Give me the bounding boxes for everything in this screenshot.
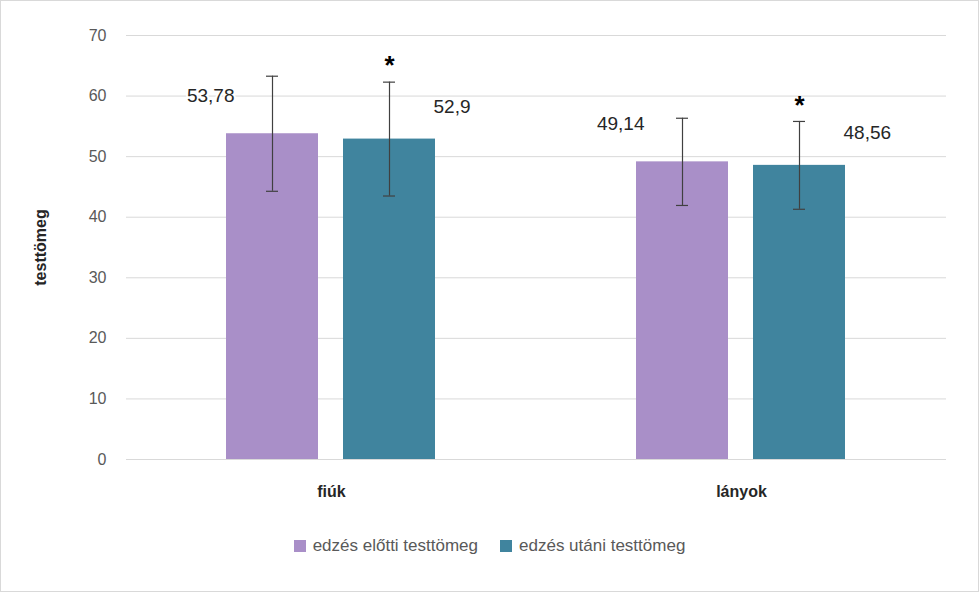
svg-text:40: 40 xyxy=(89,208,107,225)
html-text:edzés utáni testtömeg: edzés utáni testtömeg xyxy=(519,536,686,555)
svg-text:70: 70 xyxy=(89,27,107,44)
svg-text:52,9: 52,9 xyxy=(434,96,471,117)
svg-text:*: * xyxy=(384,50,395,80)
svg-text:30: 30 xyxy=(89,269,107,286)
svg-text:20: 20 xyxy=(89,329,107,346)
svg-text:lányok: lányok xyxy=(716,483,767,500)
svg-text:60: 60 xyxy=(89,87,107,104)
svg-text:testtömeg: testtömeg xyxy=(32,209,49,285)
html-text:edzés előtti testtömeg: edzés előtti testtömeg xyxy=(312,536,478,555)
svg-text:10: 10 xyxy=(89,390,107,407)
svg-text:fiúk: fiúk xyxy=(317,483,346,500)
svg-text:*: * xyxy=(794,90,805,120)
svg-text:49,14: 49,14 xyxy=(597,113,645,134)
svg-text:53,78: 53,78 xyxy=(187,85,235,106)
svg-text:48,56: 48,56 xyxy=(844,122,892,143)
svg-text:50: 50 xyxy=(89,148,107,165)
svg-text:0: 0 xyxy=(98,451,107,468)
